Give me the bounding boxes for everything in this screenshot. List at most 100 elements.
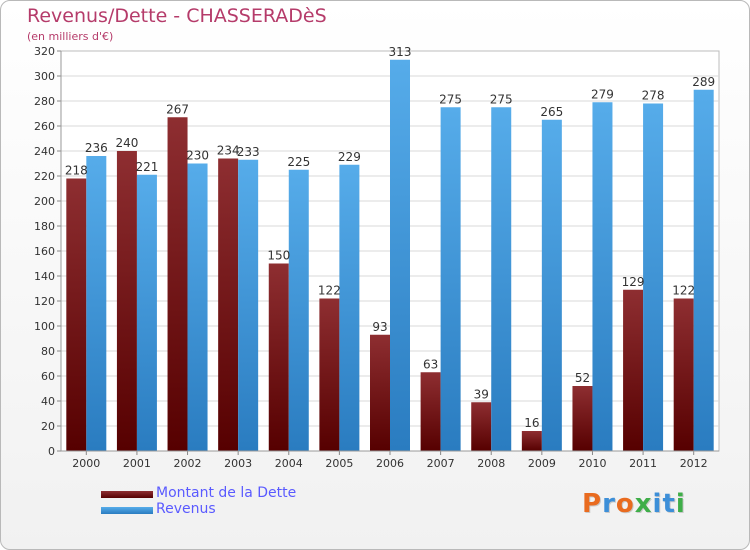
- x-tick-label: 2007: [427, 457, 455, 470]
- logo-letter: x: [634, 489, 653, 519]
- data-label-revenus: 313: [389, 45, 412, 59]
- bar-revenus: [136, 174, 157, 451]
- bar-dette: [66, 178, 87, 451]
- bar-revenus: [693, 89, 714, 451]
- bar-revenus: [440, 107, 461, 451]
- y-tick-label: 180: [34, 220, 55, 233]
- bar-dette: [370, 334, 390, 451]
- data-label-dette: 267: [166, 102, 189, 116]
- bar-dette: [572, 386, 593, 451]
- x-tick-label: 2005: [325, 457, 353, 470]
- data-label-dette: 218: [65, 164, 88, 178]
- data-label-revenus: 279: [591, 87, 614, 101]
- x-tick-label: 2001: [123, 457, 151, 470]
- bar-revenus: [339, 164, 360, 451]
- data-label-dette: 240: [115, 136, 138, 150]
- bar-dette: [167, 117, 188, 451]
- data-label-dette: 16: [524, 416, 539, 430]
- y-tick-label: 60: [41, 370, 55, 383]
- data-label-revenus: 225: [287, 155, 310, 169]
- bar-revenus: [86, 156, 107, 451]
- data-label-revenus: 236: [85, 141, 108, 155]
- bar-revenus: [541, 119, 562, 451]
- data-label-dette: 234: [217, 144, 240, 158]
- legend-swatch-revenus: [101, 507, 153, 514]
- x-tick-label: 2006: [376, 457, 404, 470]
- logo-letter: i: [652, 489, 663, 519]
- data-label-revenus: 233: [237, 145, 260, 159]
- x-tick-label: 2002: [174, 457, 202, 470]
- bar-dette: [218, 158, 239, 451]
- data-label-dette: 93: [372, 320, 387, 334]
- y-tick-label: 320: [34, 45, 55, 58]
- bar-revenus: [187, 163, 208, 451]
- logo-letter: i: [675, 489, 686, 519]
- x-tick-label: 2008: [477, 457, 505, 470]
- y-tick-label: 160: [34, 245, 55, 258]
- bar-dette: [673, 298, 694, 451]
- x-tick-label: 2012: [680, 457, 708, 470]
- bar-dette: [471, 402, 492, 451]
- logo-letter: r: [602, 489, 616, 519]
- y-tick-label: 20: [41, 420, 55, 433]
- data-label-revenus: 275: [490, 92, 513, 106]
- data-label-dette: 150: [267, 249, 290, 263]
- data-label-dette: 63: [423, 357, 438, 371]
- legend-swatch-dette: [101, 491, 153, 498]
- bar-revenus: [592, 102, 613, 451]
- bar-revenus: [238, 159, 259, 451]
- x-tick-label: 2004: [275, 457, 303, 470]
- y-tick-label: 140: [34, 270, 55, 283]
- y-tick-label: 260: [34, 120, 55, 133]
- bar-dette: [116, 151, 137, 451]
- y-tick-label: 240: [34, 145, 55, 158]
- logo-letter: t: [662, 489, 676, 519]
- data-label-revenus: 289: [692, 75, 715, 89]
- bar-dette: [623, 289, 644, 451]
- data-label-dette: 129: [622, 275, 645, 289]
- data-label-dette: 39: [474, 387, 489, 401]
- x-tick-label: 2010: [578, 457, 606, 470]
- x-tick-label: 2003: [224, 457, 252, 470]
- axes: 0 20 40 60 80 100 120 140 160 180 200 220 240 260 280 3…: [34, 45, 719, 470]
- y-tick-label: 120: [34, 295, 55, 308]
- bar-dette: [521, 431, 542, 451]
- legend-label-revenus: Revenus: [156, 501, 216, 517]
- logo-letter: o: [615, 489, 635, 519]
- bars: [66, 59, 714, 451]
- logo-letter: P: [582, 489, 603, 519]
- y-tick-label: 80: [41, 345, 55, 358]
- data-label-dette: 122: [318, 284, 341, 298]
- x-tick-label: 2009: [528, 457, 556, 470]
- data-label-dette: 122: [672, 284, 695, 298]
- x-tick-label: 2000: [72, 457, 100, 470]
- y-tick-label: 280: [34, 95, 55, 108]
- data-label-revenus: 265: [540, 105, 563, 119]
- y-tick-label: 300: [34, 70, 55, 83]
- y-tick-label: 40: [41, 395, 55, 408]
- y-tick-label: 220: [34, 170, 55, 183]
- bar-revenus: [390, 59, 410, 451]
- proxiti-logo: Proxiti: [582, 489, 686, 519]
- chart-title: Revenus/Dette - CHASSERADèS: [27, 5, 327, 27]
- y-tick-label: 0: [48, 445, 55, 458]
- y-tick-label: 100: [34, 320, 55, 333]
- bar-dette: [420, 372, 441, 451]
- bar-dette: [268, 263, 289, 451]
- bar-revenus: [643, 103, 664, 451]
- x-tick-label: 2011: [629, 457, 657, 470]
- data-label-revenus: 275: [439, 92, 462, 106]
- data-label-dette: 52: [575, 371, 590, 385]
- data-label-revenus: 230: [186, 149, 209, 163]
- data-label-revenus: 278: [642, 89, 665, 103]
- data-label-revenus: 229: [338, 150, 361, 164]
- bar-revenus: [491, 107, 512, 451]
- bar-dette: [319, 298, 340, 451]
- data-label-revenus: 221: [135, 160, 158, 174]
- legend-label-dette: Montant de la Dette: [156, 485, 297, 501]
- y-tick-label: 200: [34, 195, 55, 208]
- chart-subtitle: (en milliers d'€): [27, 30, 114, 43]
